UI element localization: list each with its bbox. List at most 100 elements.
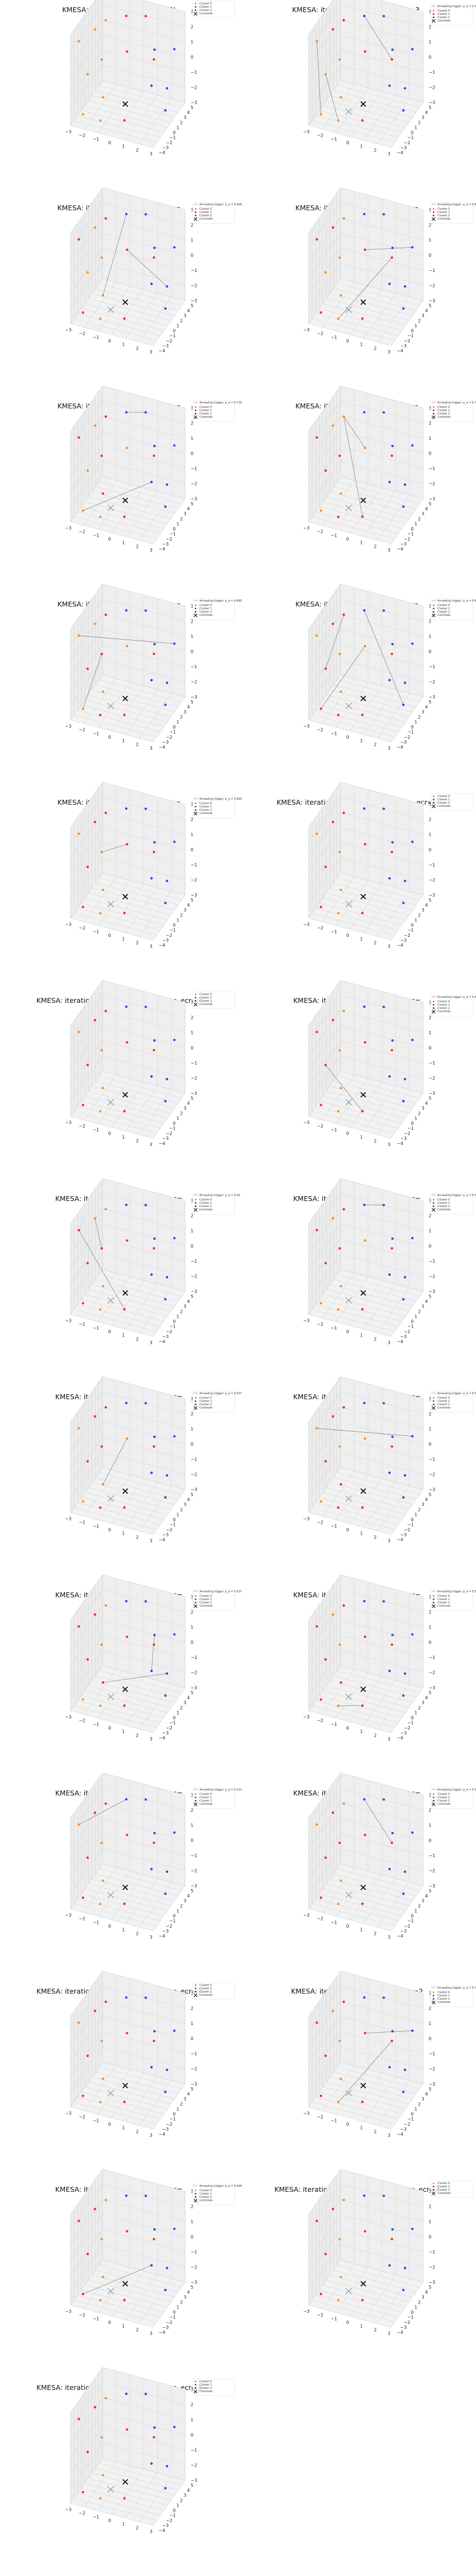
y-tick-label: 1 bbox=[176, 1710, 179, 1715]
scatter3d-panel: KMESA: iteration=21, n_annealings=2−3−2−… bbox=[238, 1971, 476, 2180]
legend-label: Cluster 1 bbox=[199, 211, 212, 214]
data-point bbox=[94, 2406, 96, 2409]
legend-label: Cluster 0 bbox=[437, 1595, 450, 1598]
gridline bbox=[102, 2382, 186, 2405]
gridline bbox=[102, 19, 186, 42]
x-tick-label: 2 bbox=[136, 2129, 138, 2134]
gridline bbox=[70, 187, 103, 233]
x-tick-label: 3 bbox=[387, 1538, 390, 1543]
data-point bbox=[363, 1996, 366, 1999]
legend-label: Cluster 1 bbox=[437, 409, 450, 412]
z-tick-label: −1 bbox=[191, 70, 197, 75]
data-point bbox=[104, 415, 107, 418]
x-tick-label: −1 bbox=[93, 137, 99, 141]
data-point bbox=[391, 445, 394, 447]
data-point bbox=[77, 2021, 80, 2024]
y-tick-label: 4 bbox=[425, 1893, 428, 1898]
gridline bbox=[98, 1276, 131, 1322]
x-tick-label: 1 bbox=[360, 1333, 363, 1338]
y-tick-label: 2 bbox=[180, 1507, 183, 1512]
gridline bbox=[308, 1590, 341, 1635]
data-point bbox=[391, 2237, 393, 2241]
data-point bbox=[332, 623, 334, 625]
z-tick-label: −3 bbox=[191, 1884, 197, 1889]
gridline bbox=[84, 876, 117, 922]
legend-annealing-label: Annealing trigger: p_a = 0.906 bbox=[199, 203, 242, 206]
gridline bbox=[340, 1833, 424, 1856]
gridline bbox=[340, 431, 424, 454]
gridline bbox=[319, 308, 402, 331]
y-tick-label: 3 bbox=[183, 1700, 186, 1705]
z-tick-label: 1 bbox=[191, 1427, 193, 1432]
legend-label: Cluster 0 bbox=[199, 208, 212, 211]
y-tick-label: 5 bbox=[429, 501, 431, 506]
z-tick-label: −2 bbox=[429, 1671, 435, 1676]
gridline bbox=[333, 1279, 416, 1302]
centroid-stroke bbox=[345, 702, 352, 710]
gridline bbox=[102, 995, 186, 1018]
centroid-stroke bbox=[360, 1091, 366, 1098]
gridline bbox=[336, 880, 369, 926]
data-point bbox=[101, 2474, 105, 2476]
centroid-marker bbox=[122, 2479, 128, 2485]
gridline bbox=[322, 2065, 355, 2111]
legend-box bbox=[430, 4, 473, 26]
data-point bbox=[364, 50, 366, 53]
x-tick-label: 2 bbox=[374, 1138, 376, 1143]
y-tick-label: 4 bbox=[187, 110, 190, 115]
y-tick-label: −2 bbox=[404, 1527, 410, 1532]
gridline bbox=[322, 501, 405, 524]
y-tick-label: 0 bbox=[411, 725, 414, 730]
data-point bbox=[361, 515, 364, 518]
gridline bbox=[84, 1867, 117, 1913]
data-point bbox=[332, 1217, 334, 1220]
data-point bbox=[411, 1435, 414, 1438]
gridline bbox=[102, 782, 186, 805]
legend-label: Cluster 2 bbox=[199, 809, 212, 812]
x-tick-label: 1 bbox=[360, 1729, 363, 1734]
data-point bbox=[123, 1704, 126, 1707]
data-point bbox=[101, 96, 105, 99]
gridline bbox=[391, 1093, 424, 1139]
y-tick-label: 4 bbox=[425, 110, 428, 115]
z-tick-label: 3 bbox=[191, 604, 193, 609]
x-tick-label: 3 bbox=[149, 2133, 152, 2138]
gridline bbox=[88, 1487, 171, 1510]
gridline bbox=[88, 695, 171, 717]
data-point bbox=[99, 1506, 102, 1509]
gridline bbox=[70, 1590, 103, 1635]
gridline bbox=[70, 827, 103, 873]
z-tick-label: 3 bbox=[429, 1595, 431, 1600]
y-tick-label: 2 bbox=[418, 1111, 421, 1116]
gridline bbox=[333, 90, 416, 113]
gridline bbox=[315, 1502, 398, 1525]
gridline bbox=[70, 2106, 154, 2130]
data-point bbox=[388, 1273, 391, 1276]
legend-box bbox=[192, 598, 235, 620]
legend-swatch bbox=[194, 1400, 197, 1402]
gridline bbox=[363, 2076, 396, 2122]
legend-label: Cluster 2 bbox=[437, 16, 450, 19]
gridline bbox=[340, 248, 424, 271]
x-tick-label: 3 bbox=[387, 1340, 390, 1345]
gridline bbox=[70, 1208, 103, 1254]
y-tick-label: 5 bbox=[429, 1889, 431, 1893]
legend-centroid-swatch bbox=[431, 217, 436, 221]
legend-swatch bbox=[432, 1595, 435, 1597]
centroid-stroke bbox=[360, 497, 366, 504]
data-point bbox=[144, 1798, 147, 1801]
z-tick-label: 3 bbox=[429, 406, 431, 411]
z-tick-label: 3 bbox=[191, 1991, 193, 1996]
y-tick-label: −2 bbox=[166, 140, 172, 145]
data-point bbox=[361, 713, 364, 716]
data-point bbox=[337, 1110, 340, 1113]
gridline bbox=[102, 858, 186, 880]
gridline bbox=[340, 1238, 424, 1262]
gridline bbox=[74, 318, 157, 341]
gridline bbox=[111, 1280, 144, 1326]
gridline bbox=[74, 1903, 157, 1926]
gridline bbox=[379, 0, 424, 12]
y-tick-label: 0 bbox=[411, 1121, 414, 1126]
gridline bbox=[340, 1971, 424, 1994]
